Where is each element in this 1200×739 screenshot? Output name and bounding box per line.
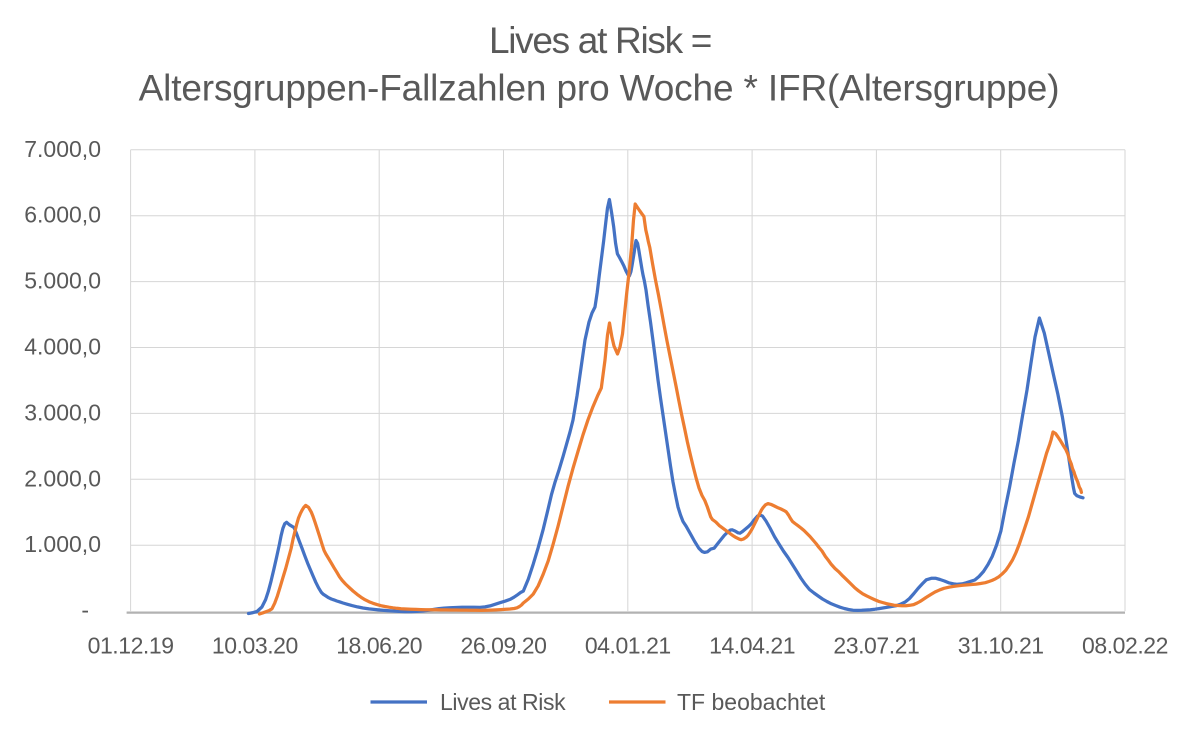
svg-text:Lives at Risk: Lives at Risk <box>440 689 566 715</box>
svg-text:10.03.20: 10.03.20 <box>212 632 298 658</box>
svg-text:14.04.21: 14.04.21 <box>709 632 795 658</box>
svg-text:3.000,0: 3.000,0 <box>24 399 101 425</box>
svg-text:7.000,0: 7.000,0 <box>24 136 101 162</box>
svg-text:TF beobachtet: TF beobachtet <box>677 689 826 715</box>
svg-text:4.000,0: 4.000,0 <box>24 334 101 360</box>
svg-text:1.000,0: 1.000,0 <box>24 531 101 557</box>
svg-text:01.12.19: 01.12.19 <box>88 632 174 658</box>
svg-text:Lives at Risk =: Lives at Risk = <box>489 20 711 61</box>
svg-text:26.09.20: 26.09.20 <box>461 632 547 658</box>
svg-text:Altersgruppen-Fallzahlen pro W: Altersgruppen-Fallzahlen pro Woche * IFR… <box>139 68 1060 109</box>
svg-text:-: - <box>81 597 89 623</box>
svg-text:04.01.21: 04.01.21 <box>585 632 671 658</box>
svg-text:5.000,0: 5.000,0 <box>24 268 101 294</box>
svg-text:31.10.21: 31.10.21 <box>958 632 1044 658</box>
svg-text:23.07.21: 23.07.21 <box>833 632 919 658</box>
svg-text:18.06.20: 18.06.20 <box>336 632 422 658</box>
svg-text:6.000,0: 6.000,0 <box>24 202 101 228</box>
svg-text:2.000,0: 2.000,0 <box>24 465 101 491</box>
svg-text:08.02.22: 08.02.22 <box>1082 632 1168 658</box>
